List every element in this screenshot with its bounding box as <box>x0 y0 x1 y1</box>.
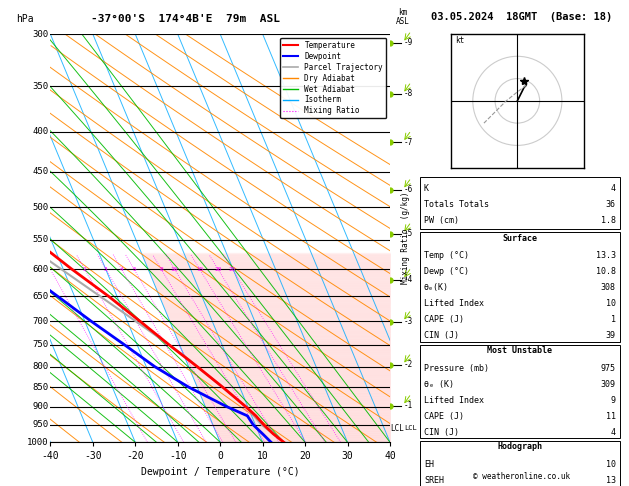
Text: 36: 36 <box>606 200 616 209</box>
Text: 1: 1 <box>611 315 616 324</box>
Text: 450: 450 <box>33 167 48 176</box>
Text: 10.8: 10.8 <box>596 267 616 276</box>
Text: Temp (°C): Temp (°C) <box>424 251 469 260</box>
Text: 950: 950 <box>33 420 48 429</box>
Text: 700: 700 <box>33 317 48 326</box>
Text: PW (cm): PW (cm) <box>424 216 459 226</box>
Text: θₑ (K): θₑ (K) <box>424 380 454 389</box>
Text: 309: 309 <box>601 380 616 389</box>
Text: 10: 10 <box>170 266 178 272</box>
Text: 1000: 1000 <box>27 438 48 447</box>
Text: hPa: hPa <box>16 14 34 24</box>
Text: 800: 800 <box>33 362 48 371</box>
Text: Surface: Surface <box>503 234 537 243</box>
Text: 8: 8 <box>159 266 163 272</box>
Text: 13.3: 13.3 <box>596 251 616 260</box>
Text: Dewp (°C): Dewp (°C) <box>424 267 469 276</box>
X-axis label: Dewpoint / Temperature (°C): Dewpoint / Temperature (°C) <box>141 467 299 477</box>
Text: 1.8: 1.8 <box>601 216 616 226</box>
Text: 39: 39 <box>606 331 616 340</box>
Text: 4: 4 <box>611 428 616 437</box>
Text: CAPE (J): CAPE (J) <box>424 315 464 324</box>
Text: CIN (J): CIN (J) <box>424 331 459 340</box>
Text: 600: 600 <box>33 264 48 274</box>
Text: 4: 4 <box>611 184 616 193</box>
Text: 850: 850 <box>33 382 48 392</box>
Text: θₑ(K): θₑ(K) <box>424 283 449 292</box>
Text: -37°00'S  174°4B'E  79m  ASL: -37°00'S 174°4B'E 79m ASL <box>91 14 280 24</box>
Text: km
ASL: km ASL <box>396 8 409 26</box>
Text: CIN (J): CIN (J) <box>424 428 459 437</box>
Text: Lifted Index: Lifted Index <box>424 299 484 308</box>
Text: -2: -2 <box>404 361 413 369</box>
Text: -5: -5 <box>404 229 413 239</box>
Text: 550: 550 <box>33 235 48 244</box>
Text: 20: 20 <box>214 266 221 272</box>
Text: -3: -3 <box>404 317 413 326</box>
Text: K: K <box>424 184 429 193</box>
Text: 400: 400 <box>33 127 48 136</box>
Text: -1: -1 <box>404 401 413 410</box>
Text: -9: -9 <box>404 38 413 48</box>
Text: -4: -4 <box>404 275 413 284</box>
Text: 5: 5 <box>132 266 136 272</box>
Text: CAPE (J): CAPE (J) <box>424 412 464 421</box>
Text: 03.05.2024  18GMT  (Base: 18): 03.05.2024 18GMT (Base: 18) <box>431 12 613 22</box>
Text: Pressure (mb): Pressure (mb) <box>424 364 489 373</box>
Text: EH: EH <box>424 460 434 469</box>
Text: 4: 4 <box>120 266 123 272</box>
Text: 300: 300 <box>33 30 48 38</box>
Text: 10: 10 <box>606 460 616 469</box>
Text: -6: -6 <box>404 185 413 194</box>
Text: 11: 11 <box>606 412 616 421</box>
Text: 500: 500 <box>33 203 48 212</box>
Text: Totals Totals: Totals Totals <box>424 200 489 209</box>
Text: © weatheronline.co.uk: © weatheronline.co.uk <box>472 472 570 481</box>
Text: Lifted Index: Lifted Index <box>424 396 484 405</box>
Text: 308: 308 <box>601 283 616 292</box>
Text: Mixing Ratio  (g/kg): Mixing Ratio (g/kg) <box>401 192 410 284</box>
Text: LCL: LCL <box>391 424 404 433</box>
Text: Most Unstable: Most Unstable <box>487 346 552 355</box>
Text: 13: 13 <box>606 476 616 485</box>
Text: 3: 3 <box>104 266 108 272</box>
Text: kt: kt <box>455 36 464 45</box>
Text: Hodograph: Hodograph <box>498 442 542 451</box>
Text: 975: 975 <box>601 364 616 373</box>
Text: 650: 650 <box>33 292 48 301</box>
Text: 15: 15 <box>196 266 203 272</box>
Text: -7: -7 <box>404 138 413 147</box>
Text: -8: -8 <box>404 89 413 99</box>
Text: SREH: SREH <box>424 476 444 485</box>
Text: 2: 2 <box>83 266 86 272</box>
Text: 25: 25 <box>229 266 237 272</box>
Text: 9: 9 <box>611 396 616 405</box>
Text: 750: 750 <box>33 340 48 349</box>
Legend: Temperature, Dewpoint, Parcel Trajectory, Dry Adiabat, Wet Adiabat, Isotherm, Mi: Temperature, Dewpoint, Parcel Trajectory… <box>280 38 386 119</box>
Text: 900: 900 <box>33 402 48 411</box>
Text: 350: 350 <box>33 82 48 91</box>
Text: 10: 10 <box>606 299 616 308</box>
Text: LCL: LCL <box>404 425 416 432</box>
